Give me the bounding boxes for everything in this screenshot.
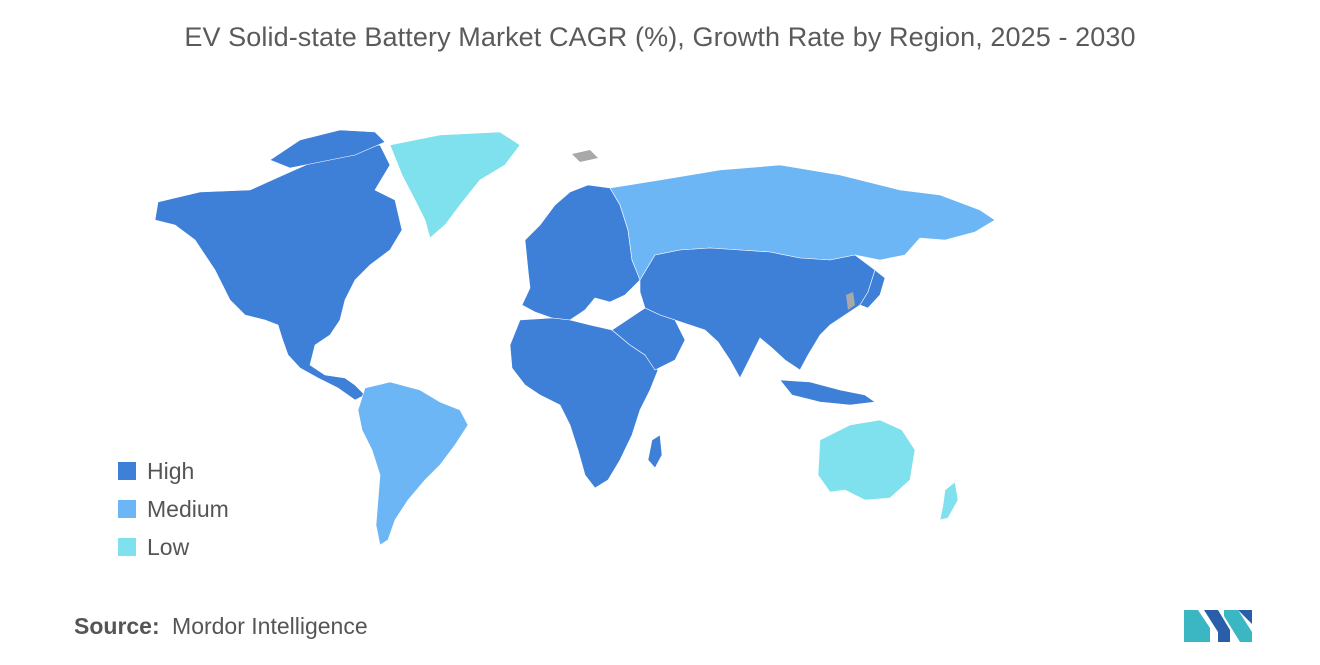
region-indonesia <box>779 379 876 406</box>
source-line: Source: Mordor Intelligence <box>74 613 368 640</box>
region-no-data-korea <box>846 292 855 310</box>
region-no-data-svalbard <box>572 150 598 162</box>
legend-swatch-low <box>118 538 136 556</box>
legend-swatch-medium <box>118 500 136 518</box>
chart-title: EV Solid-state Battery Market CAGR (%), … <box>184 22 1136 52</box>
region-madagascar <box>647 434 663 469</box>
map-legend: High Medium Low <box>118 452 229 566</box>
region-africa <box>509 317 659 489</box>
region-south-america <box>357 381 469 546</box>
region-europe <box>521 184 641 321</box>
mordor-intelligence-logo-icon <box>1184 610 1252 642</box>
region-japan <box>859 269 886 309</box>
legend-item-high: High <box>118 452 229 490</box>
source-value: Mordor Intelligence <box>172 613 368 639</box>
region-new-zealand <box>939 481 959 521</box>
legend-label-low: Low <box>147 533 190 560</box>
legend-swatch-high <box>118 462 136 480</box>
source-label: Source: <box>74 613 160 639</box>
region-canada-islands <box>269 129 386 169</box>
world-map <box>154 129 996 546</box>
legend-label-high: High <box>147 457 195 484</box>
region-middle-east <box>611 307 686 371</box>
region-greenland <box>389 131 521 239</box>
region-australia <box>817 419 916 501</box>
legend-item-low: Low <box>118 528 229 566</box>
region-north-america <box>154 144 403 401</box>
legend-label-medium: Medium <box>147 495 229 522</box>
legend-item-medium: Medium <box>118 490 229 528</box>
